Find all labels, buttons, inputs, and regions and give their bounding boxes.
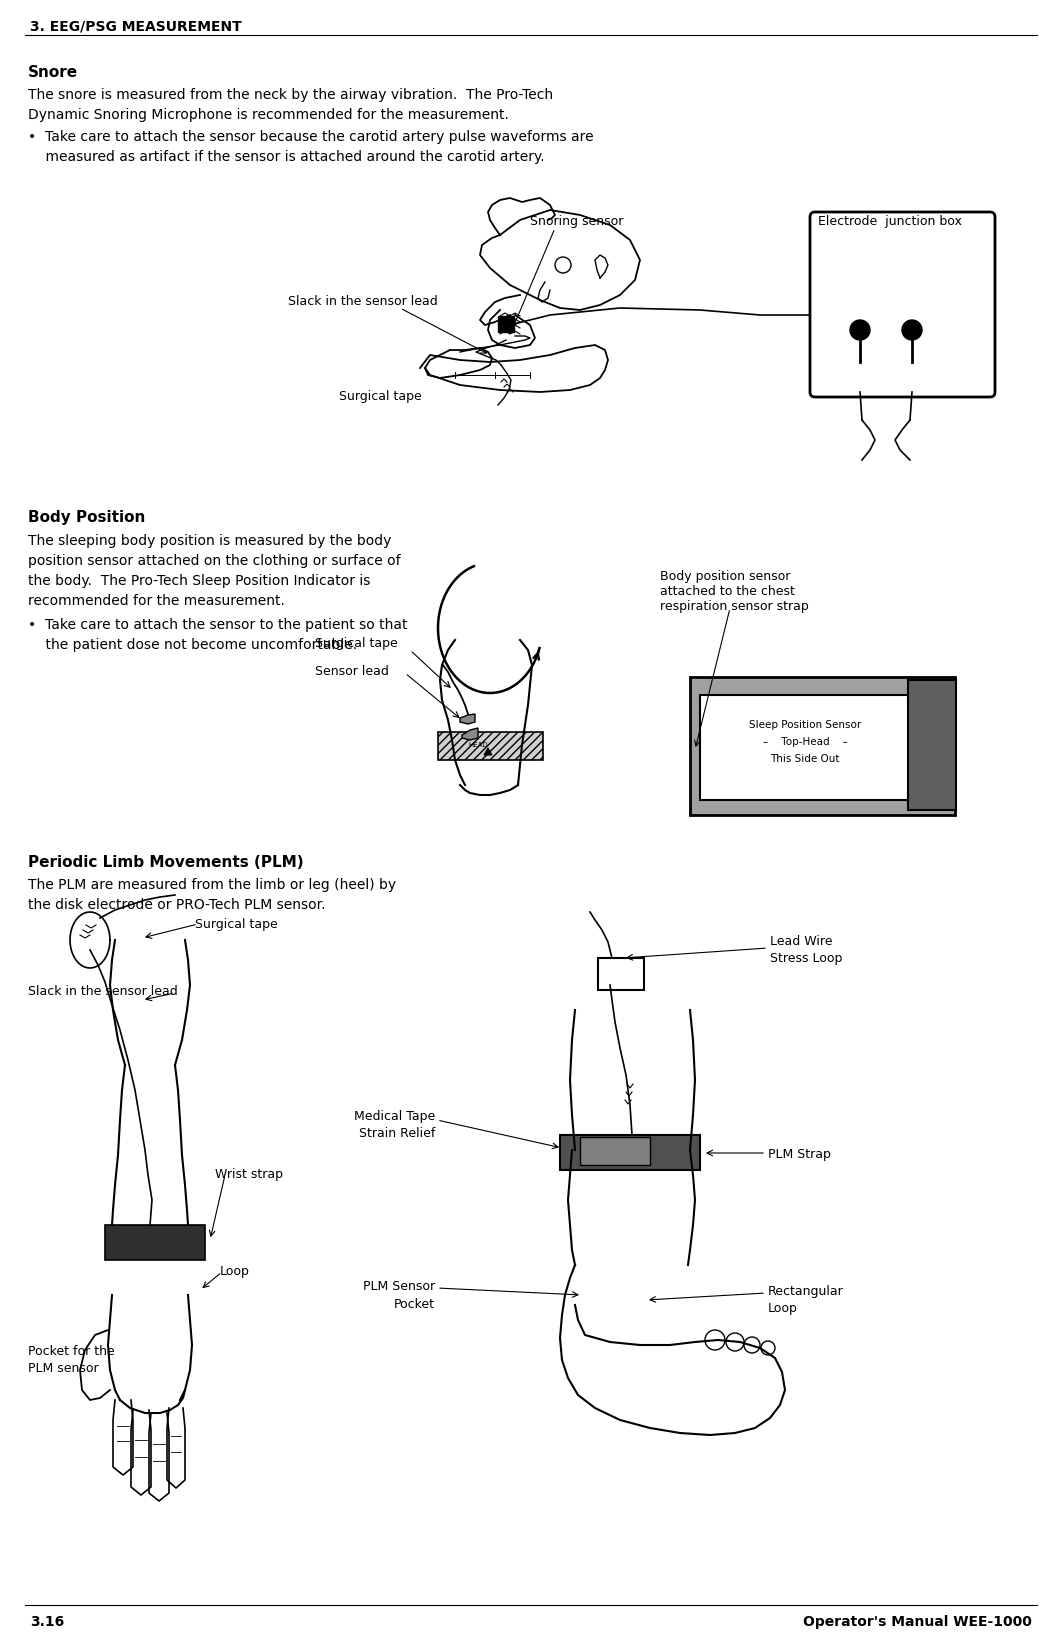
Text: PLM Sensor: PLM Sensor bbox=[363, 1280, 435, 1293]
Text: position sensor attached on the clothing or surface of: position sensor attached on the clothing… bbox=[28, 554, 400, 569]
Text: 3. EEG/PSG MEASUREMENT: 3. EEG/PSG MEASUREMENT bbox=[30, 20, 242, 34]
Bar bbox=[580, 1137, 650, 1165]
Bar bbox=[438, 733, 543, 760]
Text: Loop: Loop bbox=[768, 1301, 798, 1314]
Text: •  Take care to attach the sensor to the patient so that: • Take care to attach the sensor to the … bbox=[28, 618, 408, 633]
Bar bbox=[690, 677, 955, 815]
Text: Stress Loop: Stress Loop bbox=[770, 952, 842, 965]
Text: the body.  The Pro-Tech Sleep Position Indicator is: the body. The Pro-Tech Sleep Position In… bbox=[28, 574, 371, 588]
Text: –    Top-Head    –: – Top-Head – bbox=[763, 738, 847, 747]
Text: HEAD: HEAD bbox=[468, 742, 487, 747]
Text: Medical Tape: Medical Tape bbox=[354, 1110, 435, 1123]
Text: Snoring sensor: Snoring sensor bbox=[530, 215, 623, 228]
Text: Slack in the sensor lead: Slack in the sensor lead bbox=[28, 985, 177, 998]
Text: Electrode  junction box: Electrode junction box bbox=[818, 215, 962, 228]
Text: PLM Strap: PLM Strap bbox=[768, 1147, 830, 1160]
Text: measured as artifact if the sensor is attached around the carotid artery.: measured as artifact if the sensor is at… bbox=[28, 151, 545, 164]
Text: 3.16: 3.16 bbox=[30, 1614, 64, 1629]
Text: The sleeping body position is measured by the body: The sleeping body position is measured b… bbox=[28, 534, 392, 547]
Text: This Side Out: This Side Out bbox=[770, 754, 840, 764]
Text: Pocket: Pocket bbox=[394, 1298, 435, 1311]
Text: Body position sensor: Body position sensor bbox=[660, 570, 790, 583]
Text: Lead Wire: Lead Wire bbox=[770, 934, 833, 947]
Text: The snore is measured from the neck by the airway vibration.  The Pro-Tech: The snore is measured from the neck by t… bbox=[28, 89, 553, 102]
Text: the disk electrode or PRO-Tech PLM sensor.: the disk electrode or PRO-Tech PLM senso… bbox=[28, 898, 325, 911]
Text: Operator's Manual WEE-1000: Operator's Manual WEE-1000 bbox=[803, 1614, 1032, 1629]
Text: Wrist strap: Wrist strap bbox=[215, 1169, 282, 1182]
Polygon shape bbox=[484, 747, 492, 756]
Bar bbox=[560, 1134, 700, 1170]
Text: The PLM are measured from the limb or leg (heel) by: The PLM are measured from the limb or le… bbox=[28, 879, 396, 892]
Text: Slack in the sensor lead: Slack in the sensor lead bbox=[288, 295, 438, 308]
Polygon shape bbox=[462, 728, 478, 739]
Text: Snore: Snore bbox=[28, 66, 79, 80]
Polygon shape bbox=[460, 715, 475, 724]
Bar bbox=[498, 316, 514, 333]
Bar bbox=[105, 1224, 205, 1260]
Bar bbox=[908, 680, 956, 810]
Text: respiration sensor strap: respiration sensor strap bbox=[660, 600, 809, 613]
Text: Surgical tape: Surgical tape bbox=[195, 918, 278, 931]
Text: Periodic Limb Movements (PLM): Periodic Limb Movements (PLM) bbox=[28, 856, 304, 870]
Text: Sensor lead: Sensor lead bbox=[315, 665, 389, 679]
Text: Loop: Loop bbox=[220, 1265, 250, 1278]
Text: Body Position: Body Position bbox=[28, 510, 145, 524]
Bar bbox=[700, 695, 910, 800]
Text: Strain Relief: Strain Relief bbox=[359, 1128, 435, 1141]
Text: Pocket for the: Pocket for the bbox=[28, 1346, 115, 1359]
Text: •  Take care to attach the sensor because the carotid artery pulse waveforms are: • Take care to attach the sensor because… bbox=[28, 129, 594, 144]
Text: the patient dose not become uncomfortable.: the patient dose not become uncomfortabl… bbox=[28, 638, 357, 652]
Text: PLM sensor: PLM sensor bbox=[28, 1362, 99, 1375]
Circle shape bbox=[850, 320, 870, 339]
Text: recommended for the measurement.: recommended for the measurement. bbox=[28, 593, 285, 608]
Text: Surgical tape: Surgical tape bbox=[315, 638, 398, 651]
Text: Dynamic Snoring Microphone is recommended for the measurement.: Dynamic Snoring Microphone is recommende… bbox=[28, 108, 509, 121]
Text: attached to the chest: attached to the chest bbox=[660, 585, 794, 598]
Text: Rectangular: Rectangular bbox=[768, 1285, 843, 1298]
Circle shape bbox=[902, 320, 922, 339]
Text: Sleep Position Sensor: Sleep Position Sensor bbox=[749, 720, 861, 729]
Bar bbox=[598, 959, 644, 990]
Text: Surgical tape: Surgical tape bbox=[339, 390, 422, 403]
